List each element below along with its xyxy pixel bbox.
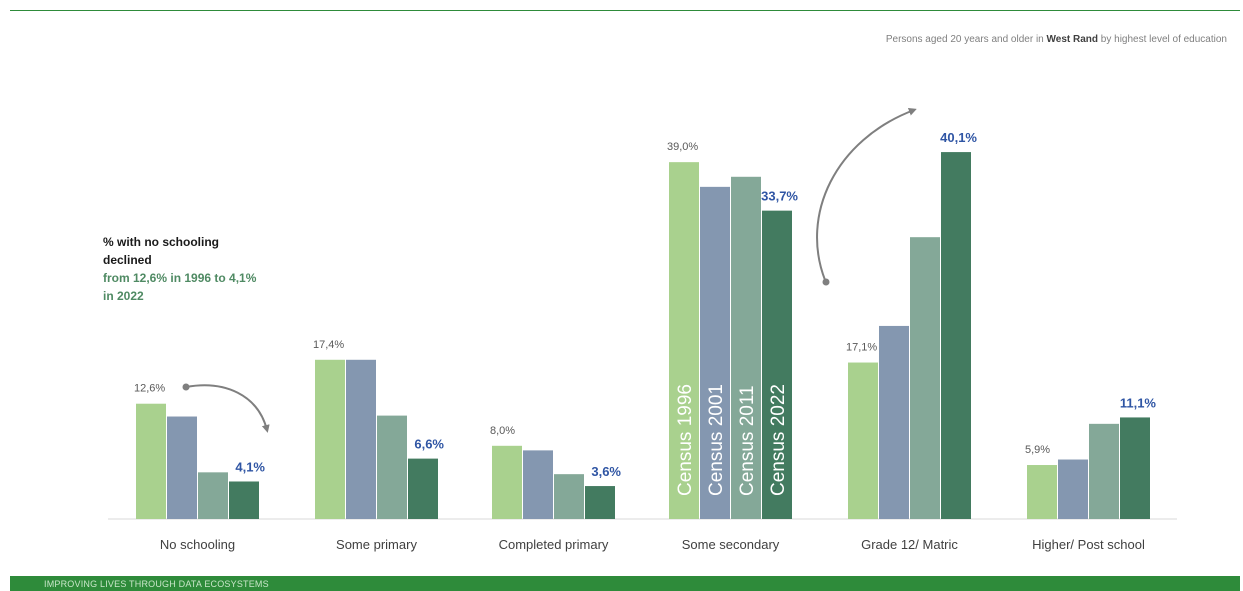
value-label-grade-12-matric-census-1996: 17,1% bbox=[846, 342, 877, 354]
value-label-no-schooling-census-1996: 12,6% bbox=[134, 383, 165, 395]
category-label-higher-post-school: Higher/ Post school bbox=[1032, 537, 1145, 552]
category-label-some-primary: Some primary bbox=[336, 537, 417, 552]
note-headline: % with no schooling declined bbox=[103, 235, 219, 267]
bar-no-schooling-census-2001 bbox=[167, 416, 197, 519]
bar-higher-post-school-census-2001 bbox=[1058, 459, 1088, 519]
series-label-census-2001: Census 2001 bbox=[706, 384, 727, 496]
bar-some-secondary-census-1996 bbox=[669, 162, 699, 519]
value-label-completed-primary-census-2022: 3,6% bbox=[591, 464, 621, 479]
matric-arrow-dot bbox=[822, 278, 830, 286]
bar-some-secondary-census-2022 bbox=[762, 210, 792, 519]
bar-completed-primary-census-2022 bbox=[585, 486, 615, 519]
series-label-census-2022: Census 2022 bbox=[768, 384, 789, 496]
bar-some-primary-census-2001 bbox=[346, 359, 376, 519]
bar-some-primary-census-1996 bbox=[315, 359, 345, 519]
footer-bar: IMPROVING LIVES THROUGH DATA ECOSYSTEMS bbox=[10, 576, 1240, 591]
bar-higher-post-school-census-2011 bbox=[1089, 423, 1119, 519]
annotation-note: % with no schooling declined from 12,6% … bbox=[103, 233, 263, 305]
value-label-higher-post-school-census-1996: 5,9% bbox=[1025, 444, 1050, 456]
bars-layer bbox=[136, 152, 1150, 520]
value-label-no-schooling-census-2022: 4,1% bbox=[235, 459, 265, 474]
note-detail: from 12,6% in 1996 to 4,1% in 2022 bbox=[103, 271, 257, 303]
value-labels-layer: 12,6% 4,1% 17,4% 6,6% 8,0% 3,6% 39,0% 33,7% 17,1… bbox=[134, 130, 1156, 479]
subtitle-prefix: Persons aged 20 years and older in bbox=[885, 34, 1047, 45]
value-label-grade-12-matric-census-2022: 40,1% bbox=[940, 130, 977, 145]
no-schooling-arrow-dot bbox=[182, 383, 190, 391]
chart-subtitle: Persons aged 20 years and older in West … bbox=[886, 34, 1227, 45]
bar-completed-primary-census-2001 bbox=[523, 450, 553, 519]
subtitle-place: West Rand bbox=[1046, 34, 1099, 45]
series-label-census-1996: Census 1996 bbox=[675, 384, 696, 496]
bar-some-primary-census-2011 bbox=[377, 415, 407, 519]
bar-completed-primary-census-1996 bbox=[492, 445, 522, 519]
bar-some-primary-census-2022 bbox=[408, 458, 438, 519]
bar-chart: 12,6% 4,1% 17,4% 6,6% 8,0% 3,6% 39,0% 33,7% 17,1… bbox=[108, 108, 1177, 552]
category-label-some-secondary: Some secondary bbox=[682, 537, 780, 552]
bar-grade-12-matric-census-2011 bbox=[910, 237, 940, 519]
bar-some-secondary-census-2011 bbox=[731, 176, 761, 520]
bar-completed-primary-census-2011 bbox=[554, 474, 584, 519]
bar-grade-12-matric-census-2022 bbox=[941, 152, 971, 519]
value-label-some-secondary-census-1996: 39,0% bbox=[667, 141, 698, 153]
bar-higher-post-school-census-2022 bbox=[1120, 417, 1150, 519]
series-label-census-2011: Census 2011 bbox=[737, 385, 758, 496]
value-label-some-secondary-census-2022: 33,7% bbox=[761, 189, 798, 204]
bar-grade-12-matric-census-1996 bbox=[848, 362, 878, 519]
category-label-no-schooling: No schooling bbox=[160, 537, 235, 552]
value-label-higher-post-school-census-2022: 11,1% bbox=[1120, 395, 1157, 410]
bar-grade-12-matric-census-2001 bbox=[879, 325, 909, 519]
category-label-completed-primary: Completed primary bbox=[499, 537, 609, 552]
category-label-grade-12-matric: Grade 12/ Matric bbox=[861, 537, 958, 552]
footer-tagline: IMPROVING LIVES THROUGH DATA ECOSYSTEMS bbox=[44, 579, 269, 589]
no-schooling-arrow bbox=[185, 384, 270, 433]
series-labels-layer: Census 1996 Census 2001 Census 2011 Census … bbox=[675, 384, 789, 496]
bar-no-schooling-census-2022 bbox=[229, 481, 259, 519]
bar-no-schooling-census-1996 bbox=[136, 403, 166, 519]
bar-higher-post-school-census-1996 bbox=[1027, 465, 1057, 519]
category-labels-layer: No schooling Some primary Completed primar… bbox=[160, 537, 1145, 552]
value-label-some-primary-census-1996: 17,4% bbox=[313, 339, 344, 351]
subtitle-suffix: by highest level of education bbox=[1098, 34, 1227, 45]
matric-arrow bbox=[816, 108, 917, 281]
value-label-some-primary-census-2022: 6,6% bbox=[414, 437, 444, 452]
value-label-completed-primary-census-1996: 8,0% bbox=[490, 425, 515, 437]
bar-some-secondary-census-2001 bbox=[700, 186, 730, 520]
top-rule bbox=[10, 10, 1240, 11]
bar-no-schooling-census-2011 bbox=[198, 472, 228, 519]
